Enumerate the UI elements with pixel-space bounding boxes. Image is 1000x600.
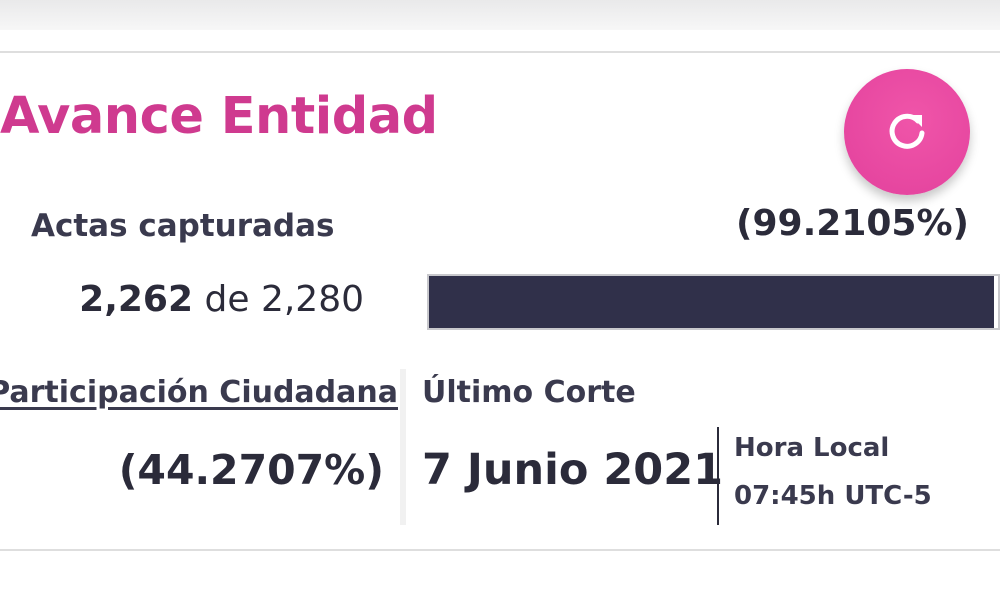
participacion-ciudadana-link[interactable]: Participación Ciudadana: [0, 375, 398, 410]
actas-progress-fill: [429, 276, 994, 328]
hora-local-label: Hora Local: [734, 433, 890, 463]
time-divider: [717, 427, 719, 525]
actas-captured-value: 2,262: [79, 279, 194, 320]
top-bar-shadow: [0, 0, 1000, 30]
actas-total-value: 2,280: [260, 279, 364, 320]
refresh-button[interactable]: [844, 69, 970, 195]
refresh-icon: [889, 113, 925, 149]
avance-entidad-card: Avance Entidad Actas capturadas (99.2105…: [0, 51, 1000, 551]
participacion-value: (44.2707%): [118, 446, 384, 494]
ultimo-corte-date: 7 Junio 2021: [422, 445, 724, 495]
actas-capturadas-label: Actas capturadas: [31, 208, 335, 244]
actas-connector: de: [204, 279, 250, 320]
section-divider: [400, 369, 406, 525]
actas-percent: (99.2105%): [736, 203, 969, 244]
actas-count: 2,262 de 2,280: [79, 279, 364, 320]
ultimo-corte-label: Último Corte: [422, 375, 636, 410]
actas-progress-bar: [427, 274, 1000, 330]
page-title: Avance Entidad: [0, 87, 438, 146]
hora-local-value: 07:45h UTC-5: [734, 481, 932, 511]
